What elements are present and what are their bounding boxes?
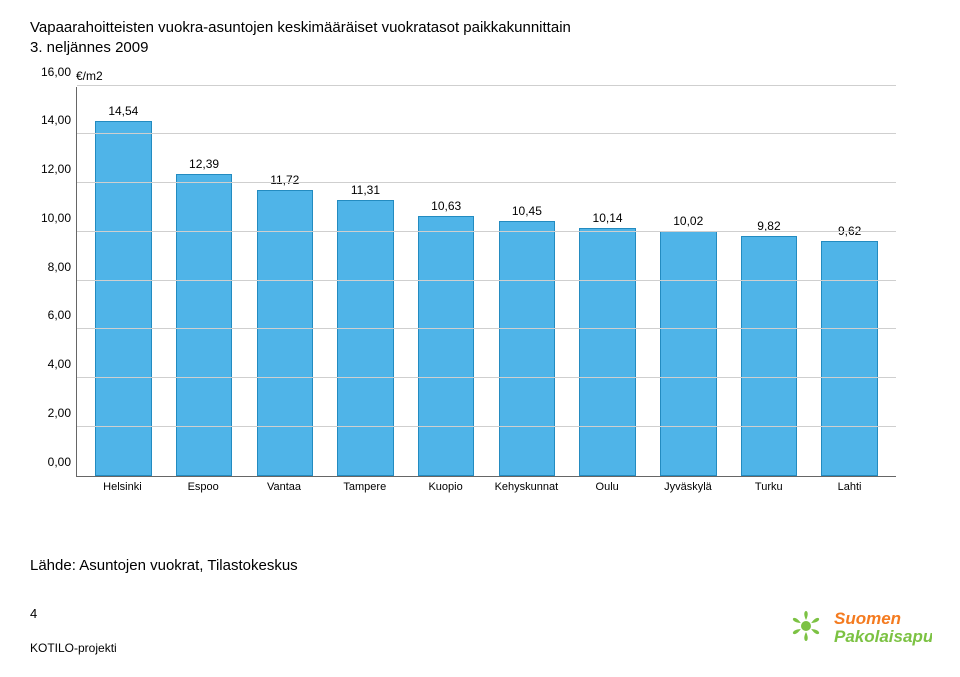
source-label: Lähde: Asuntojen vuokrat, Tilastokeskus [30, 557, 930, 574]
bar-slot: 14,54 [83, 87, 164, 476]
grid-line [77, 85, 896, 86]
bar-slot: 10,63 [406, 87, 487, 476]
bar-slot: 9,62 [809, 87, 890, 476]
y-tick-label: 12,00 [41, 162, 77, 176]
bar [337, 200, 393, 476]
bar [499, 221, 555, 476]
bar [176, 174, 232, 476]
bar [257, 190, 313, 476]
bar [821, 241, 877, 475]
y-tick-label: 0,00 [48, 455, 77, 469]
bar-slot: 10,14 [567, 87, 648, 476]
grid-line [77, 231, 896, 232]
x-tick-label: Kuopio [405, 481, 486, 493]
y-tick-label: 2,00 [48, 406, 77, 420]
bar [660, 231, 716, 475]
bar-value-label: 12,39 [189, 157, 219, 171]
x-axis-labels: HelsinkiEspooVantaaTampereKuopioKehyskun… [76, 481, 896, 493]
x-tick-label: Espoo [163, 481, 244, 493]
footer-brand: KOTILO-projekti [30, 641, 117, 655]
pakolaisapu-logo-icon: Suomen Pakolaisapu [782, 594, 932, 658]
title-line-2: 3. neljännes 2009 [30, 39, 148, 56]
bar [95, 121, 151, 475]
y-tick-label: 6,00 [48, 308, 77, 322]
bar-slot: 11,31 [325, 87, 406, 476]
plot-area: 14,54 12,39 11,72 11,31 10,63 10,45 10,14 10,02… [76, 87, 896, 477]
title-line-1: Vapaarahoitteisten vuokra-asuntojen kesk… [30, 19, 571, 36]
bars-container: 14,54 12,39 11,72 11,31 10,63 10,45 10,14 10,02… [77, 87, 896, 476]
x-tick-label: Turku [728, 481, 809, 493]
grid-line [77, 280, 896, 281]
y-axis-unit-label: €/m2 [76, 69, 103, 83]
bar-slot: 10,02 [648, 87, 729, 476]
y-tick-label: 4,00 [48, 357, 77, 371]
page-root: Vapaarahoitteisten vuokra-asuntojen kesk… [0, 0, 960, 677]
y-tick-label: 10,00 [41, 211, 77, 225]
x-tick-label: Tampere [324, 481, 405, 493]
chart-title: Vapaarahoitteisten vuokra-asuntojen kesk… [30, 18, 930, 59]
y-tick-label: 14,00 [41, 113, 77, 127]
logo-text-bottom: Pakolaisapu [834, 627, 932, 646]
x-tick-label: Kehyskunnat [486, 481, 567, 493]
bar-value-label: 10,14 [593, 211, 623, 225]
bar-value-label: 14,54 [108, 104, 138, 118]
bar [741, 236, 797, 475]
grid-line [77, 426, 896, 427]
bar-slot: 9,82 [729, 87, 810, 476]
y-tick-label: 8,00 [48, 260, 77, 274]
bar-value-label: 11,31 [351, 183, 380, 197]
bar-value-label: 10,45 [512, 204, 542, 218]
logo-text-top: Suomen [834, 609, 901, 628]
bar-value-label: 10,02 [673, 214, 703, 228]
bar-slot: 11,72 [244, 87, 325, 476]
bar-value-label: 11,72 [270, 173, 299, 187]
x-tick-label: Oulu [567, 481, 648, 493]
page-number: 4 [30, 606, 37, 621]
grid-line [77, 182, 896, 183]
grid-line [77, 133, 896, 134]
x-tick-label: Lahti [809, 481, 890, 493]
y-tick-label: 16,00 [41, 65, 77, 79]
grid-line [77, 328, 896, 329]
bar [579, 228, 635, 475]
brand-logo: Suomen Pakolaisapu [782, 594, 932, 663]
x-tick-label: Helsinki [82, 481, 163, 493]
bar [418, 216, 474, 475]
bar-slot: 12,39 [164, 87, 245, 476]
x-tick-label: Vantaa [244, 481, 325, 493]
x-tick-label: Jyväskylä [648, 481, 729, 493]
bar-value-label: 10,63 [431, 199, 461, 213]
bar-chart: €/m2 14,54 12,39 11,72 11,31 10,63 10,45 10,14… [30, 69, 910, 509]
bar-slot: 10,45 [487, 87, 568, 476]
grid-line [77, 377, 896, 378]
